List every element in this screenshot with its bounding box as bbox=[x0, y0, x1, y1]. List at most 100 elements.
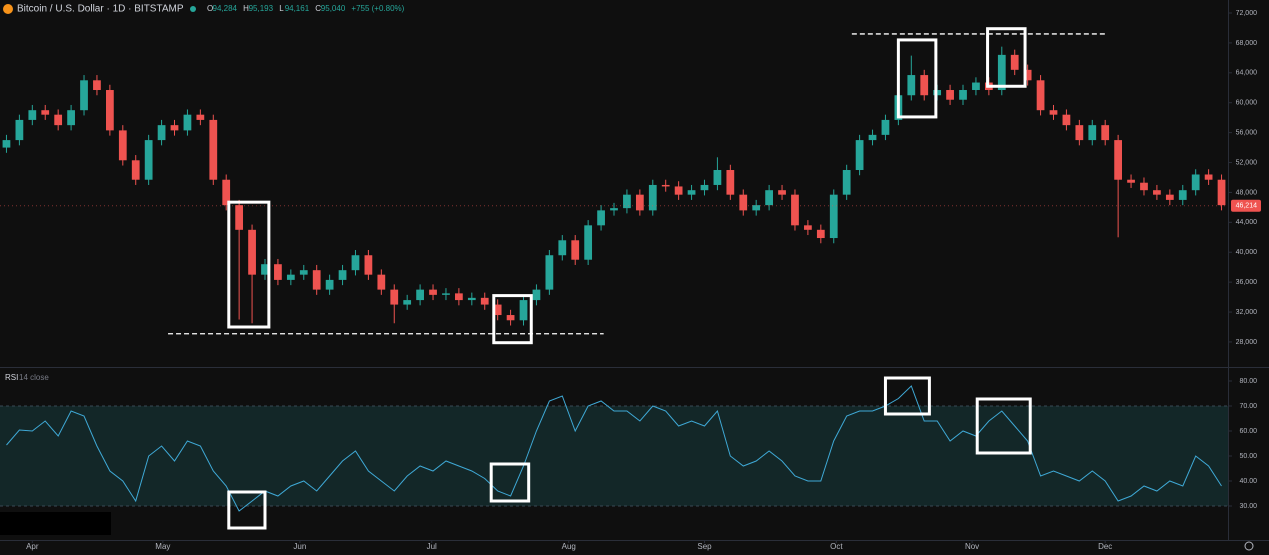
y-tick-label: 32,000 bbox=[1236, 309, 1258, 316]
candle-body bbox=[597, 210, 605, 226]
candle-body bbox=[312, 270, 321, 290]
highlight-box bbox=[975, 397, 1032, 455]
settings-icon[interactable] bbox=[1244, 541, 1254, 551]
candle-body bbox=[118, 130, 127, 161]
candle-body bbox=[519, 300, 528, 321]
candle-body bbox=[455, 293, 463, 301]
y-tick-label: 30.00 bbox=[1239, 503, 1257, 510]
candle-body bbox=[2, 140, 11, 148]
candle-body bbox=[1101, 125, 1110, 141]
candle-body bbox=[920, 75, 929, 96]
ohlc-value: O bbox=[207, 4, 213, 13]
candle-body bbox=[881, 119, 890, 135]
y-tick-label: 40.00 bbox=[1239, 478, 1257, 485]
candle-body bbox=[946, 90, 954, 100]
x-tick-label: May bbox=[155, 542, 170, 551]
rsi-line bbox=[6, 385, 1222, 512]
y-tick-label: 40,000 bbox=[1236, 249, 1258, 256]
candle-body bbox=[286, 274, 295, 280]
y-tick-label: 48,000 bbox=[1236, 189, 1258, 196]
x-tick-label: Jun bbox=[293, 542, 306, 551]
x-tick-label: Nov bbox=[965, 542, 979, 551]
highlight-box bbox=[492, 294, 533, 345]
candle-body bbox=[403, 300, 412, 305]
candle-body bbox=[364, 255, 373, 275]
candle-body bbox=[377, 274, 386, 290]
candle-body bbox=[480, 297, 489, 305]
candle-body bbox=[41, 110, 50, 115]
last-price-label: 46,214 bbox=[1236, 203, 1258, 210]
candle-body bbox=[739, 194, 748, 211]
x-tick-label: Apr bbox=[26, 542, 39, 551]
candle-body bbox=[235, 205, 244, 230]
x-tick-label: Dec bbox=[1098, 542, 1112, 551]
y-tick-label: 60.00 bbox=[1239, 428, 1257, 435]
candle-body bbox=[54, 114, 63, 126]
candle-body bbox=[1010, 54, 1019, 70]
ohlc-value: +755 (+0.80%) bbox=[351, 4, 404, 13]
candle-body bbox=[623, 194, 631, 209]
highlight-box bbox=[896, 38, 938, 119]
candle-body bbox=[1023, 69, 1032, 81]
candle-body bbox=[1165, 194, 1174, 200]
candle-body bbox=[28, 110, 37, 120]
ohlc-value: 94,284 bbox=[213, 4, 238, 13]
candle-body bbox=[105, 90, 114, 131]
candle-body bbox=[1178, 190, 1187, 200]
price-pane: 28,000 32,000 36,000 40,000 44,000 48,000 52,0… bbox=[0, 10, 1261, 346]
candle-body bbox=[1036, 80, 1045, 111]
highlight-box bbox=[489, 462, 531, 503]
candle-body bbox=[248, 229, 256, 275]
candle-body bbox=[506, 315, 515, 321]
candle-body bbox=[1127, 179, 1135, 183]
highlight-box bbox=[883, 376, 931, 416]
candle-body bbox=[15, 119, 24, 141]
candle-body bbox=[997, 54, 1006, 91]
candle-body bbox=[261, 264, 269, 275]
x-tick-label: Jul bbox=[427, 542, 437, 551]
y-tick-label: 64,000 bbox=[1236, 70, 1258, 77]
y-tick-label: 70.00 bbox=[1239, 403, 1257, 410]
candle-body bbox=[661, 184, 670, 187]
candle-body bbox=[545, 255, 554, 290]
candle-body bbox=[816, 229, 825, 239]
candle-body bbox=[325, 279, 334, 290]
ohlc-value: 94,161 bbox=[285, 4, 310, 13]
y-tick-label: 50.00 bbox=[1239, 453, 1257, 460]
candle-body bbox=[752, 205, 761, 211]
rsi-pane: 30.00 40.00 50.00 60.00 70.00 80.00 Apr May Jun J… bbox=[0, 376, 1257, 551]
symbol-icon bbox=[3, 4, 13, 14]
symbol-title: Bitcoin / U.S. Dollar · 1D · BITSTAMP bbox=[17, 4, 184, 15]
candle-body bbox=[209, 119, 218, 180]
candle-body bbox=[1204, 174, 1213, 180]
highlight-box bbox=[227, 490, 267, 530]
candle-body bbox=[700, 184, 709, 191]
candle-body bbox=[959, 90, 967, 100]
candle-body bbox=[93, 80, 101, 91]
candle-body bbox=[1114, 140, 1123, 180]
rsi-params: 14 close bbox=[19, 373, 49, 382]
candle-body bbox=[584, 225, 593, 260]
market-status bbox=[190, 6, 196, 12]
candle-body bbox=[765, 190, 773, 206]
ohlc-value: C bbox=[315, 4, 321, 13]
x-tick-label: Sep bbox=[697, 542, 712, 551]
y-tick-label: 60,000 bbox=[1236, 100, 1258, 107]
candle-body bbox=[1153, 190, 1161, 195]
candle-body bbox=[1075, 125, 1084, 141]
candle-body bbox=[635, 194, 644, 211]
candle-body bbox=[804, 225, 812, 230]
y-tick-label: 44,000 bbox=[1236, 219, 1258, 226]
candle-body bbox=[467, 297, 476, 301]
rsi-band bbox=[0, 406, 1228, 506]
x-tick-label: Oct bbox=[830, 542, 843, 551]
y-tick-label: 36,000 bbox=[1236, 279, 1258, 286]
candle-body bbox=[778, 190, 786, 195]
candle-body bbox=[67, 110, 75, 126]
ohlc-legend: O 94,284 H 95,193 L 94,161 C 95,040 +755 (+0.80%… bbox=[207, 4, 405, 13]
ohlc-value: L bbox=[279, 4, 284, 13]
candle-body bbox=[829, 194, 838, 239]
last-price-tag bbox=[1231, 199, 1261, 212]
candle-body bbox=[674, 186, 683, 195]
ohlc-value: 95,040 bbox=[321, 4, 346, 13]
